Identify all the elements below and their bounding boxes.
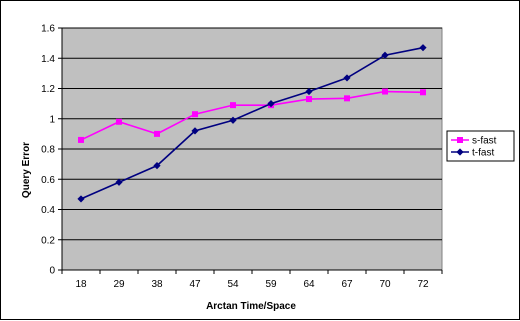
x-axis-title: Arctan Time/Space <box>206 301 296 312</box>
data-point-t-fast <box>115 178 123 186</box>
y-tick-label: 1.4 <box>41 54 55 65</box>
data-point-t-fast <box>419 44 427 52</box>
data-point-s-fast <box>306 96 312 103</box>
data-point-t-fast <box>229 116 237 124</box>
data-point-s-fast <box>116 118 122 125</box>
plot-area: 0 0.2 0.4 0.6 0.8 1 1.2 1.4 1.6 18 29 38 47 54 59 64 67 7… <box>41 24 443 290</box>
x-tick-label: 72 <box>417 279 429 290</box>
data-point-s-fast <box>230 102 236 109</box>
series-line-s-fast <box>80 90 424 141</box>
data-point-s-fast <box>78 136 84 143</box>
data-point-s-fast <box>192 111 198 118</box>
y-tick-label: 0.6 <box>41 175 55 186</box>
y-tick-label: 1.6 <box>41 24 55 35</box>
x-tick-label: 70 <box>379 279 391 290</box>
data-point-t-fast <box>267 100 275 108</box>
data-point-s-fast <box>154 130 160 137</box>
x-tick-label: 47 <box>189 279 201 290</box>
data-point-s-fast <box>344 95 350 102</box>
x-tick-label: 54 <box>227 279 239 290</box>
legend-label: s-fast <box>472 136 497 147</box>
x-tick-label: 64 <box>303 279 315 290</box>
x-tick-label: 38 <box>151 279 163 290</box>
y-tick-label: 0.4 <box>41 205 55 216</box>
legend-box <box>446 130 515 162</box>
y-tick-label: 1 <box>49 114 55 125</box>
y-tick-label: 1.2 <box>41 84 55 95</box>
x-tick-label: 18 <box>75 279 87 290</box>
data-point-t-fast <box>153 162 161 170</box>
x-tick-label: 59 <box>265 279 277 290</box>
legend-swatch-marker <box>457 137 463 143</box>
y-tick-label: 0.2 <box>41 235 55 246</box>
y-axis-title: Query Error <box>21 142 32 198</box>
data-point-t-fast <box>305 87 313 96</box>
data-point-t-fast <box>343 74 351 82</box>
data-point-s-fast <box>420 89 426 96</box>
y-tick-label: 0 <box>49 266 55 277</box>
x-tick-label: 67 <box>341 279 353 290</box>
data-point-s-fast <box>382 88 388 95</box>
x-tick-label: 29 <box>113 279 125 290</box>
data-point-t-fast <box>191 127 199 135</box>
y-tick-label: 0.8 <box>41 145 55 156</box>
data-point-t-fast <box>77 195 85 203</box>
series-line-t-fast <box>80 46 424 200</box>
legend-swatch-marker <box>456 148 464 156</box>
legend-label: t-fast <box>472 148 494 159</box>
data-point-t-fast <box>381 51 389 59</box>
